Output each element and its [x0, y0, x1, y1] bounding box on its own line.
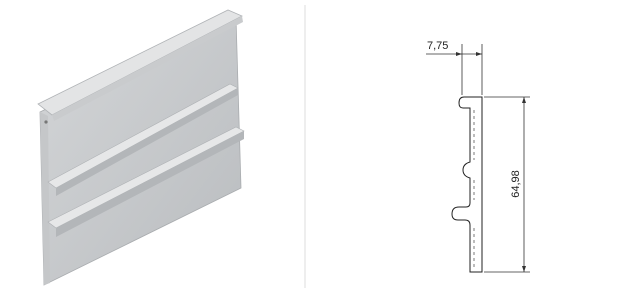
profile-render	[38, 10, 244, 285]
product-sheet: 7,75 64,98	[0, 0, 618, 291]
profile-section	[452, 97, 482, 272]
height-label: 64,98	[510, 170, 522, 198]
width-dimension: 7,75	[426, 40, 482, 95]
width-label: 7,75	[427, 40, 448, 52]
height-dimension: 64,98	[484, 97, 530, 272]
